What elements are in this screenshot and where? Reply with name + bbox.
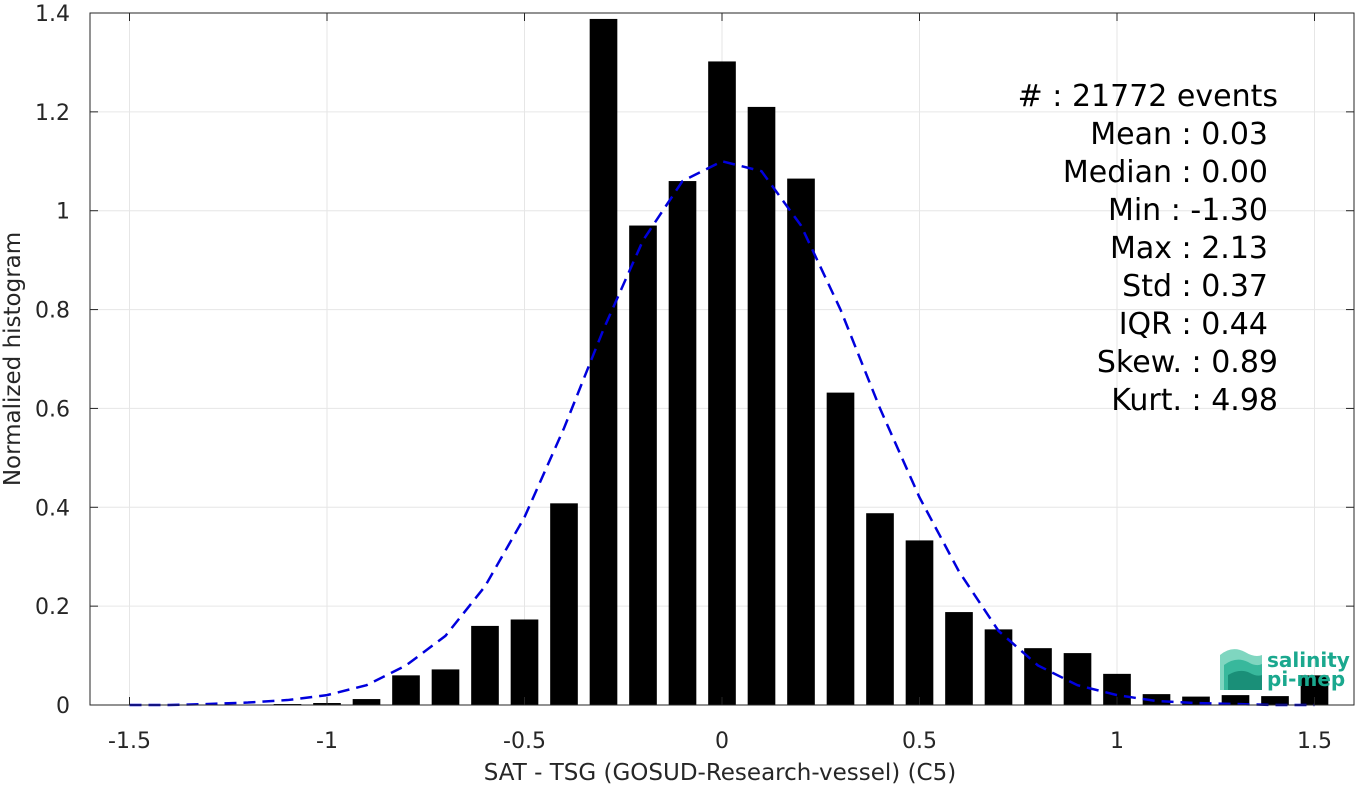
x-tick-label: 1.5 (1297, 729, 1332, 754)
x-tick-label: -1 (316, 729, 338, 754)
logo-line2: pi-mep (1267, 667, 1345, 691)
histogram-bar (866, 513, 894, 705)
histogram-bar (747, 106, 776, 705)
x-tick-label: 0 (715, 729, 729, 754)
stat-skew: Skew. : 0.89 (1097, 345, 1278, 380)
histogram-bar (629, 225, 657, 706)
histogram-bar (826, 392, 855, 705)
histogram-bar (1261, 696, 1289, 705)
histogram-bar (668, 181, 697, 706)
y-tick-label: 0.8 (35, 299, 70, 324)
histogram-bar (510, 619, 539, 705)
y-tick-label: 0 (56, 694, 70, 719)
histogram-bar (1142, 694, 1171, 705)
stats-annotations: # : 21772 events Mean : 0.03 Median : 0.… (1018, 79, 1278, 418)
histogram-bar (392, 675, 420, 705)
logo-wave-icon (1220, 649, 1262, 690)
axes (89, 12, 1355, 706)
x-axis-label: SAT - TSG (GOSUD-Research-vessel) (C5) (484, 760, 956, 785)
y-axis-label: Normalized histogram (0, 232, 26, 486)
histogram-bar (1221, 695, 1250, 705)
histogram-bar (1182, 696, 1210, 705)
stat-events: # : 21772 events (1018, 79, 1278, 114)
tick-labels: -1.5 -1 -0.5 0 0.5 1 1.5 0 0.2 0.4 0.6 0.8 1 1.2 1.4 (35, 2, 1332, 754)
histogram-bar (708, 61, 736, 705)
histogram-bar (550, 503, 578, 705)
x-tick-label: -0.5 (503, 729, 546, 754)
stat-median: Median : 0.00 (1063, 155, 1268, 190)
y-tick-label: 0.4 (35, 496, 70, 521)
salinity-pimep-logo: salinity pi-mep (1220, 648, 1350, 691)
fit-curve-layer (129, 159, 1315, 707)
y-tick-label: 1 (56, 200, 70, 225)
normal-fit-curve (129, 159, 1315, 707)
histogram-bar (352, 699, 381, 705)
stat-min: Min : -1.30 (1108, 193, 1268, 228)
y-tick-label: 1.4 (35, 2, 70, 27)
histogram-bar (471, 625, 499, 705)
stat-iqr: IQR : 0.44 (1119, 307, 1268, 342)
histogram-bar (905, 540, 934, 705)
y-tick-label: 0.2 (35, 595, 70, 620)
logo-line1: salinity (1267, 648, 1350, 672)
histogram-bar (589, 18, 618, 705)
y-tick-label: 0.6 (35, 397, 70, 422)
histogram-bar (945, 612, 973, 705)
x-tick-label: -1.5 (108, 729, 151, 754)
histogram-bar (787, 178, 815, 706)
y-tick-label: 1.2 (35, 101, 70, 126)
histogram-bar (1063, 653, 1092, 705)
x-tick-label: 1 (1110, 729, 1124, 754)
stat-mean: Mean : 0.03 (1090, 117, 1268, 152)
histogram-bars (273, 18, 1329, 706)
histogram-bar (984, 629, 1013, 705)
stat-max: Max : 2.13 (1110, 231, 1268, 266)
stat-std: Std : 0.37 (1122, 269, 1268, 304)
histogram-bar (431, 669, 460, 705)
x-tick-label: 0.5 (902, 729, 937, 754)
stat-kurt: Kurt. : 4.98 (1111, 383, 1278, 418)
